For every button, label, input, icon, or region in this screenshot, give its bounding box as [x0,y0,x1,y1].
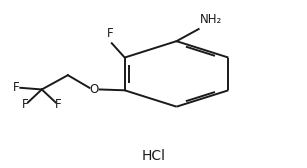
Text: F: F [107,27,114,40]
Text: F: F [12,81,19,94]
Text: O: O [89,83,99,96]
Text: F: F [55,98,62,111]
Text: HCl: HCl [142,149,165,163]
Text: F: F [21,98,28,111]
Text: NH₂: NH₂ [200,13,222,26]
